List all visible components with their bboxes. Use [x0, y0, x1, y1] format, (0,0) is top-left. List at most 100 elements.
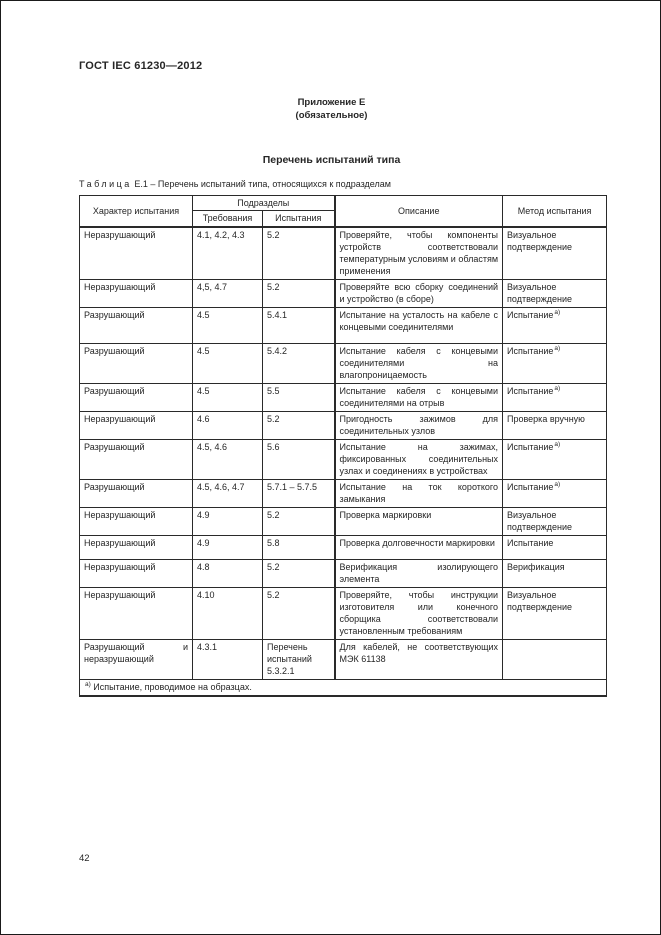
- cell-character: Неразрушающий: [79, 586, 193, 640]
- table-row: Неразрушающий 4.6 5.2 Пригодность зажимо…: [79, 410, 608, 440]
- page-number: 42: [79, 853, 90, 864]
- cell-requirements: 4.5: [192, 306, 263, 344]
- table-header-row-2: Требования Испытания: [80, 210, 607, 227]
- cell-description: Пригодность зажимов для соединительных у…: [333, 410, 504, 440]
- cell-requirements: 4.5: [192, 342, 263, 384]
- cell-tests: 5.8: [261, 534, 336, 560]
- cell-description: Испытание кабеля с концевыми соединителя…: [333, 342, 504, 384]
- footnote-ref: а): [554, 385, 561, 392]
- cell-requirements: 4.5, 4.6, 4.7: [192, 478, 263, 508]
- header-character: Характер испытания: [79, 195, 193, 227]
- section-title: Перечень испытаний типа: [262, 154, 401, 166]
- cell-method: Испытание: [502, 534, 608, 560]
- cell-character: Разрушающий: [79, 342, 193, 384]
- cell-tests: 5.2: [261, 506, 336, 536]
- cell-tests: 5.4.1: [261, 306, 336, 344]
- cell-requirements: 4,5, 4.7: [192, 278, 263, 308]
- cell-method: Проверка вручную: [502, 410, 608, 440]
- cell-method: Испытаниеа): [502, 438, 608, 480]
- cell-method: Визуальное подтверждение: [502, 586, 608, 640]
- cell-method: [502, 638, 608, 680]
- method-text: Испытание: [507, 481, 554, 492]
- cell-tests: 5.5: [261, 382, 336, 412]
- cell-method: Испытаниеа): [502, 342, 608, 384]
- cell-description: Верификация изолирующего элемента: [333, 558, 504, 588]
- footnote-text: Испытание, проводимое на образцах.: [93, 681, 252, 692]
- table-caption-text: – Перечень испытаний типа, относящихся к…: [150, 179, 391, 189]
- cell-tests: 5.2: [261, 410, 336, 440]
- cell-requirements: 4.3.1: [192, 638, 263, 680]
- method-text: Испытание: [507, 537, 554, 548]
- table-row: Неразрушающий 4.9 5.2 Проверка маркировк…: [79, 506, 608, 536]
- cell-method: Верификация: [502, 558, 608, 588]
- table-row: Разрушающий и неразрушающий 4.3.1 Перече…: [79, 638, 608, 680]
- method-text: Испытание: [507, 385, 554, 396]
- table-row: Неразрушающий 4,5, 4.7 5.2 Проверяйте вс…: [79, 278, 608, 308]
- method-text: Испытание: [507, 441, 554, 452]
- cell-method: Визуальное подтверждение: [502, 278, 608, 308]
- table-row: Разрушающий 4.5, 4.6, 4.7 5.7.1 – 5.7.5 …: [79, 478, 608, 508]
- cell-description: Испытание на ток короткого замыкания: [333, 478, 504, 508]
- type-tests-table: Характер испытания Подразделы Описание М…: [78, 195, 608, 697]
- cell-tests: Перечень испытаний 5.3.2.1: [261, 638, 336, 680]
- table-caption: Таблица Е.1 – Перечень испытаний типа, о…: [79, 179, 606, 189]
- footnote-ref: а): [554, 309, 561, 316]
- table-row: Разрушающий 4.5 5.5 Испытание кабеля с к…: [79, 382, 608, 412]
- cell-requirements: 4.5, 4.6: [192, 438, 263, 480]
- cell-description: Проверка маркировки: [333, 506, 504, 536]
- cell-character: Разрушающий: [79, 306, 193, 344]
- cell-description: Для кабелей, не соответствующих МЭК 6113…: [333, 638, 504, 680]
- method-text: Верификация: [507, 561, 565, 572]
- table-footnote: а) Испытание, проводимое на образцах.: [78, 678, 608, 696]
- cell-tests: 5.6: [261, 438, 336, 480]
- cell-character: Неразрушающий: [79, 558, 193, 588]
- cell-character: Разрушающий: [79, 438, 193, 480]
- cell-method: Испытаниеа): [502, 306, 608, 344]
- cell-character: Разрушающий: [79, 478, 193, 508]
- cell-description: Испытание на усталость на кабеле с конце…: [333, 306, 504, 344]
- table-caption-label: Таблица: [79, 179, 132, 189]
- table-row: Неразрушающий 4.8 5.2 Верификация изолир…: [79, 558, 608, 588]
- cell-tests: 5.2: [261, 586, 336, 640]
- table-row: Неразрушающий 4.10 5.2 Проверяйте, чтобы…: [79, 586, 608, 640]
- cell-description: Испытание кабеля с концевыми соединителя…: [333, 382, 504, 412]
- footnote-marker: а): [85, 681, 91, 688]
- method-text: Проверка вручную: [507, 413, 585, 424]
- cell-requirements: 4.9: [192, 534, 263, 560]
- cell-character: Разрушающий: [79, 382, 193, 412]
- table-footnote-row: а) Испытание, проводимое на образцах.: [78, 678, 608, 696]
- header-requirements: Требования: [192, 210, 263, 227]
- table-row: Неразрушающий 4.1, 4.2, 4.3 5.2 Проверяй…: [79, 225, 608, 280]
- method-text: Испытание: [507, 309, 554, 320]
- method-text: Визуальное подтверждение: [507, 281, 573, 304]
- cell-tests: 5.7.1 – 5.7.5: [261, 478, 336, 508]
- method-text: Визуальное подтверждение: [507, 509, 573, 532]
- method-text: Визуальное подтверждение: [507, 589, 573, 612]
- cell-requirements: 4.6: [192, 410, 263, 440]
- footnote-ref: а): [554, 481, 561, 488]
- appendix-label: Приложение Е: [297, 97, 366, 108]
- method-text: Испытание: [507, 345, 554, 356]
- cell-method: Визуальное подтверждение: [502, 506, 608, 536]
- cell-requirements: 4.10: [192, 586, 263, 640]
- footnote-ref: а): [554, 345, 561, 352]
- cell-character: Неразрушающий: [79, 225, 193, 280]
- cell-description: Проверка долговечности маркировки: [333, 534, 504, 560]
- cell-requirements: 4.8: [192, 558, 263, 588]
- table-header-row-1: Характер испытания Подразделы Описание М…: [79, 195, 608, 227]
- cell-description: Испытание на зажимах, фиксированных соед…: [333, 438, 504, 480]
- cell-description: Проверяйте, чтобы инструкции изготовител…: [333, 586, 504, 640]
- cell-character: Неразрушающий: [79, 278, 193, 308]
- header-subsections-group: Подразделы: [191, 195, 336, 211]
- cell-character: Неразрушающий: [79, 410, 193, 440]
- table-row: Разрушающий 4.5, 4.6 5.6 Испытание на за…: [79, 438, 608, 480]
- cell-tests: 5.2: [261, 225, 336, 280]
- cell-character: Неразрушающий: [79, 506, 193, 536]
- header-description: Описание: [333, 195, 504, 227]
- cell-requirements: 4.1, 4.2, 4.3: [192, 225, 263, 280]
- cell-tests: 5.2: [261, 558, 336, 588]
- cell-tests: 5.2: [261, 278, 336, 308]
- doc-number: ГОСТ IEC 61230—2012: [79, 60, 203, 72]
- cell-method: Визуальное подтверждение: [502, 225, 608, 280]
